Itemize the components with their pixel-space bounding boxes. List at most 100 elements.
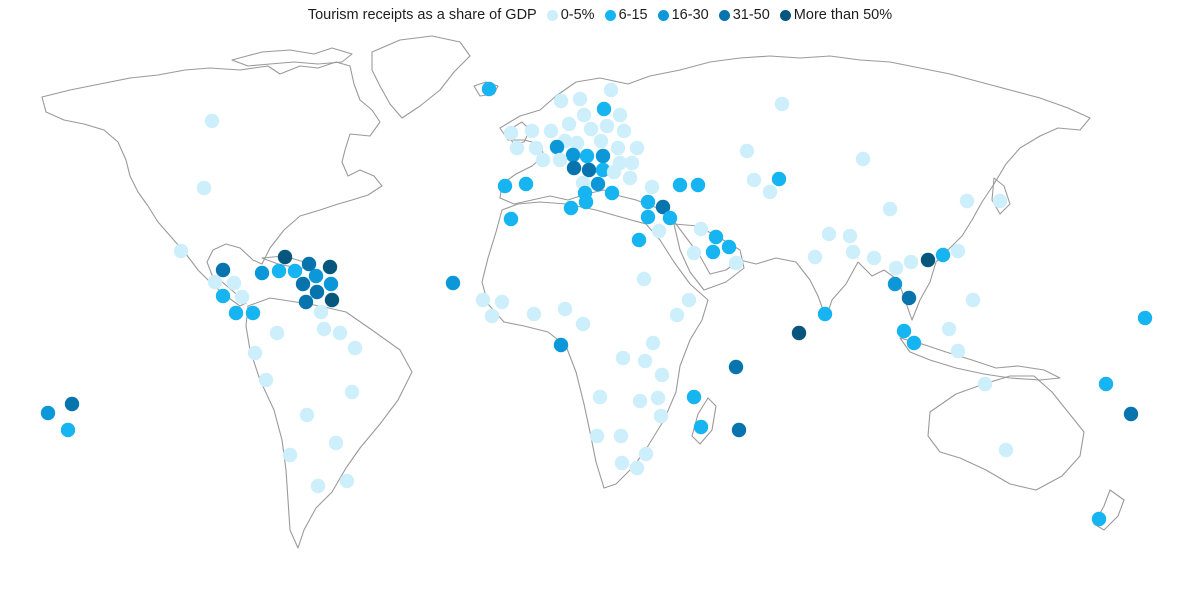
- dot-0-5-64: [535, 152, 551, 168]
- dot-0-5-49: [616, 123, 632, 139]
- dot-31-50-19: [298, 294, 314, 310]
- dot-0-5-126: [746, 172, 762, 188]
- dot-0-5-27: [347, 340, 363, 356]
- dot-0-5-91: [636, 271, 652, 287]
- dot-over-50-147: [791, 325, 807, 341]
- dot-6-15-79: [503, 211, 519, 227]
- dot-0-5-118: [614, 455, 630, 471]
- dot-0-5-26: [269, 325, 285, 341]
- dot-0-5-98: [475, 292, 491, 308]
- dot-0-5-33: [282, 447, 298, 463]
- dot-0-5-83: [644, 179, 660, 195]
- dot-31-50-84: [655, 199, 671, 215]
- dot-6-15-10: [287, 263, 303, 279]
- dot-0-5-133: [821, 226, 837, 242]
- madagascar-outline: [691, 397, 717, 445]
- dot-31-50-144: [901, 290, 917, 306]
- south-america-outline: [245, 297, 413, 549]
- dot-0-5-125: [739, 143, 755, 159]
- dot-6-15-0: [481, 81, 497, 97]
- legend-label-6-15: 6-15: [618, 7, 648, 23]
- dot-0-5-132: [992, 193, 1008, 209]
- dot-0-5-113: [650, 390, 666, 406]
- dot-over-50-140: [920, 252, 936, 268]
- dot-0-5-116: [613, 428, 629, 444]
- legend-swatch-6-15: [604, 9, 616, 21]
- dot-0-5-103: [575, 316, 591, 332]
- legend-label-16-30: 16-30: [671, 7, 709, 23]
- dot-6-15-121: [693, 419, 709, 435]
- dot-0-5-24: [316, 321, 332, 337]
- dot-6-15-38: [60, 422, 76, 438]
- dot-0-5-96: [686, 245, 702, 261]
- dot-0-5-138: [888, 260, 904, 276]
- dot-6-15-17: [215, 288, 231, 304]
- dot-16-30-15: [323, 276, 339, 292]
- dot-0-5-65: [552, 152, 568, 168]
- dot-6-15-21: [228, 305, 244, 321]
- dot-0-5-2: [196, 180, 212, 196]
- dot-0-5-110: [654, 367, 670, 383]
- japan-outline: [991, 177, 1011, 215]
- dot-0-5-29: [258, 372, 274, 388]
- dot-0-5-42: [603, 82, 619, 98]
- dot-0-5-131: [959, 193, 975, 209]
- dot-0-5-48: [599, 118, 615, 134]
- dot-6-15-80: [563, 200, 579, 216]
- dot-0-5-40: [553, 93, 569, 109]
- dot-6-15-93: [708, 229, 724, 245]
- dot-0-5-28: [247, 345, 263, 361]
- dot-31-50-36: [64, 396, 80, 412]
- dot-6-15-95: [721, 239, 737, 255]
- dot-0-5-101: [526, 306, 542, 322]
- dot-0-5-111: [592, 389, 608, 405]
- dot-0-5-34: [339, 473, 355, 489]
- legend-label-31-50: 31-50: [732, 7, 770, 23]
- dot-0-5-35: [310, 478, 326, 494]
- dot-0-5-117: [638, 446, 654, 462]
- dot-6-15-60: [579, 148, 595, 164]
- legend-label-0-5: 0-5%: [560, 7, 595, 23]
- dot-0-5-31: [299, 407, 315, 423]
- dot-0-5-57: [528, 140, 544, 156]
- dot-0-5-119: [629, 460, 645, 476]
- dot-0-5-124: [774, 96, 790, 112]
- dot-6-15-94: [705, 244, 721, 260]
- dot-0-5-151: [950, 343, 966, 359]
- dot-31-50-122: [728, 359, 744, 375]
- dot-16-30-37: [40, 405, 56, 421]
- dot-0-5-44: [576, 107, 592, 123]
- legend-item-31-50: 31-50: [718, 7, 770, 23]
- dot-6-15-128: [771, 171, 787, 187]
- dot-0-5-100: [484, 308, 500, 324]
- dot-0-5-1: [204, 113, 220, 129]
- legend-swatch-31-50: [718, 9, 730, 21]
- dot-0-5-12: [207, 274, 223, 290]
- dot-0-5-74: [622, 170, 638, 186]
- dot-0-5-47: [583, 121, 599, 137]
- dot-6-15-9: [271, 263, 287, 279]
- dot-0-5-106: [615, 350, 631, 366]
- dot-16-30-39: [445, 275, 461, 291]
- dot-6-15-77: [497, 178, 513, 194]
- dot-6-15-86: [662, 210, 678, 226]
- dot-0-5-107: [637, 353, 653, 369]
- legend-item-6-15: 6-15: [604, 7, 648, 23]
- dot-over-50-6: [322, 259, 338, 275]
- dot-0-5-142: [950, 243, 966, 259]
- dot-6-15-120: [686, 389, 702, 405]
- dot-0-5-51: [524, 123, 540, 139]
- dot-31-50-123: [731, 422, 747, 438]
- dot-6-15-81: [578, 194, 594, 210]
- dot-0-5-90: [651, 223, 667, 239]
- dot-31-50-14: [295, 276, 311, 292]
- dot-6-15-43: [596, 101, 612, 117]
- dot-0-5-52: [543, 123, 559, 139]
- africa-outline: [481, 201, 709, 489]
- dot-0-5-108: [669, 307, 685, 323]
- dot-0-5-137: [866, 250, 882, 266]
- dot-0-5-150: [941, 321, 957, 337]
- dot-16-30-59: [565, 147, 581, 163]
- legend-swatch-over-50: [779, 9, 791, 21]
- dot-0-5-56: [509, 140, 525, 156]
